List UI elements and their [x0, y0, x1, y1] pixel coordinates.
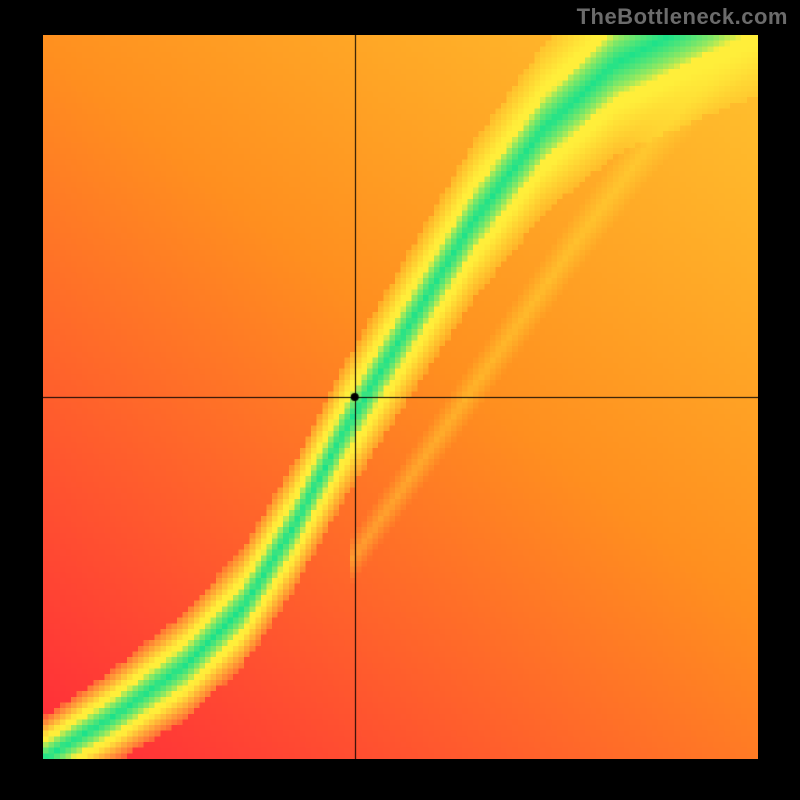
- bottleneck-heatmap: [43, 35, 758, 759]
- watermark-text: TheBottleneck.com: [577, 4, 788, 30]
